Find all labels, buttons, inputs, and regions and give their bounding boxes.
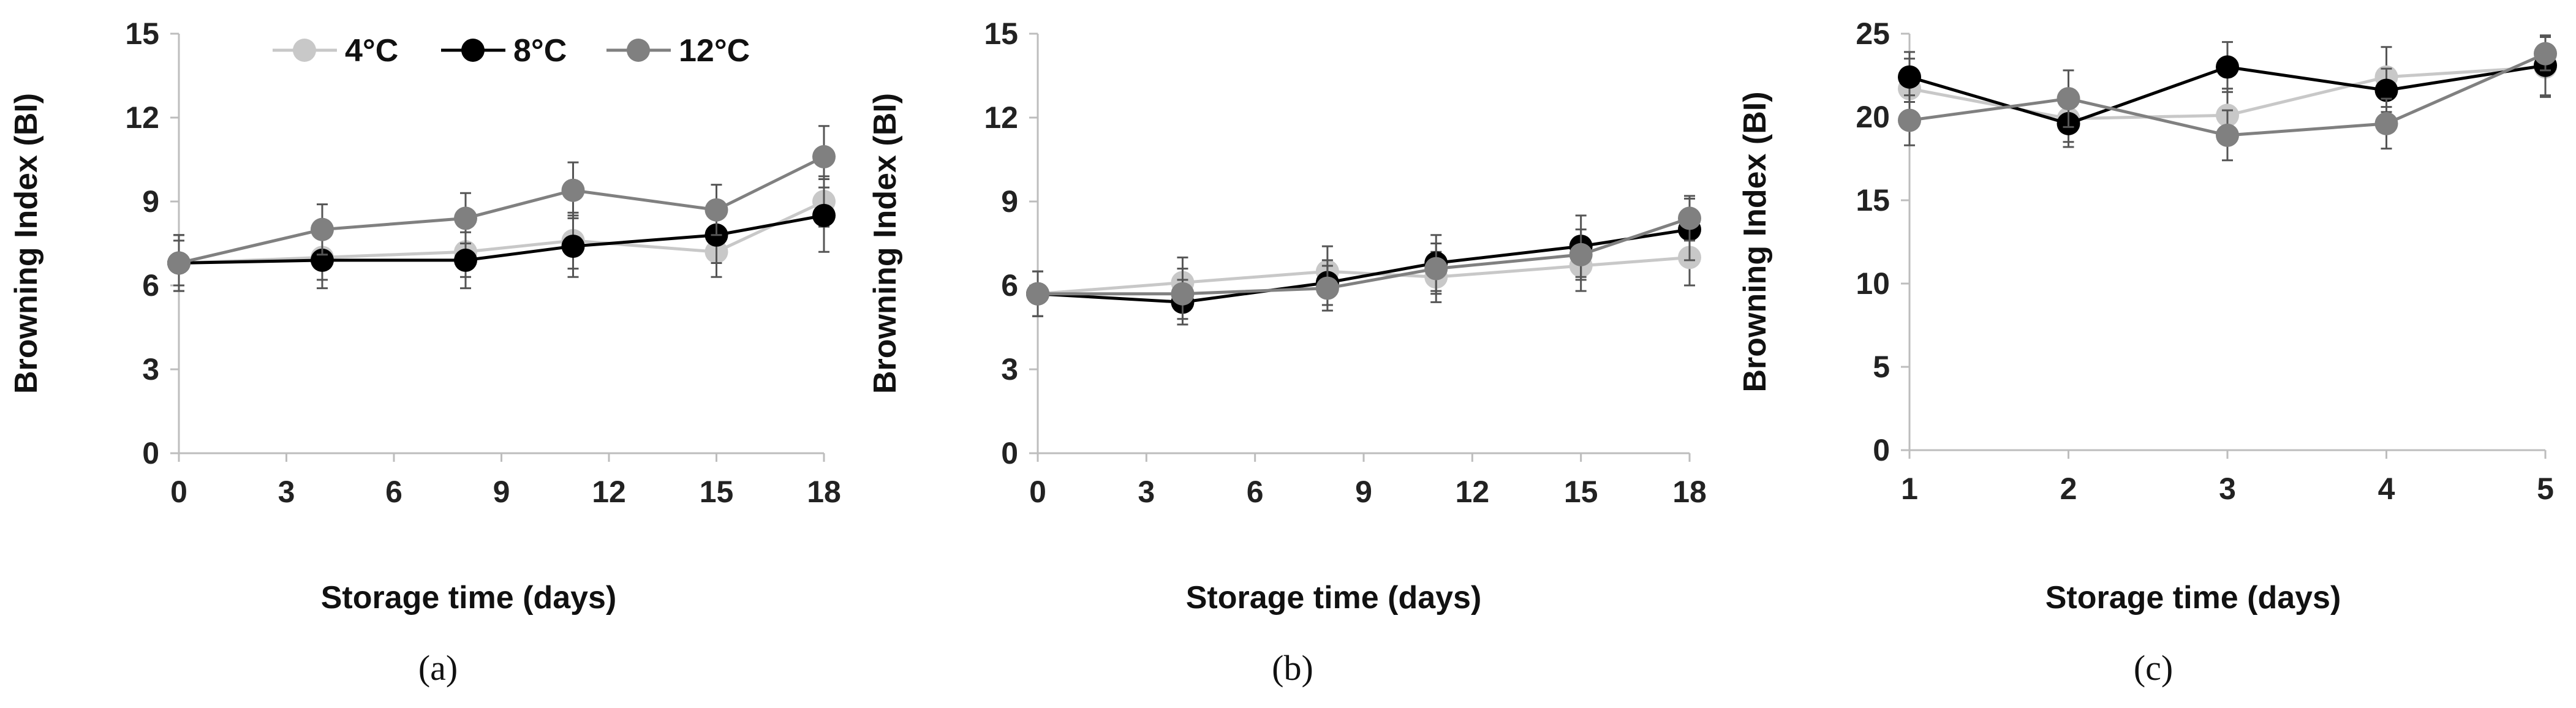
data-point bbox=[812, 145, 836, 168]
legend-marker bbox=[461, 39, 485, 62]
data-point bbox=[561, 178, 585, 202]
chart-panel-1: 0 3 6 9 12 15 0 3 6 9 12 15 18 Storage time (days) Bro… bbox=[9, 17, 841, 688]
x-tick-label: 12 bbox=[592, 475, 626, 509]
data-point bbox=[1171, 282, 1195, 306]
data-point bbox=[454, 248, 477, 272]
y-axis-title: Browning Index (BI) bbox=[867, 93, 903, 394]
data-point bbox=[2057, 87, 2080, 111]
y-tick-label: 0 bbox=[1001, 436, 1018, 470]
series-12°C bbox=[1898, 36, 2557, 162]
y-tick-label: 20 bbox=[1856, 100, 1890, 134]
series-12°C bbox=[1026, 195, 1701, 320]
y-tick-label: 12 bbox=[125, 100, 159, 135]
legend: 4°C 8°C 12°C bbox=[273, 33, 750, 69]
data-point bbox=[1026, 282, 1049, 306]
x-tick-label: 15 bbox=[700, 475, 734, 509]
y-tick-label: 15 bbox=[984, 17, 1018, 51]
series-line bbox=[178, 200, 825, 265]
x-tick-label: 15 bbox=[1564, 475, 1598, 509]
panel-label: (a) bbox=[418, 648, 458, 688]
x-tick-label: 5 bbox=[2537, 472, 2554, 506]
data-point bbox=[1569, 243, 1593, 266]
data-point bbox=[1315, 276, 1339, 300]
y-tick-label: 10 bbox=[1856, 266, 1890, 301]
data-point bbox=[2374, 111, 2398, 135]
y-axis-title: Browning Index (BI) bbox=[1737, 91, 1773, 392]
y-tick-label: 3 bbox=[142, 352, 159, 386]
y-tick-label: 15 bbox=[1856, 183, 1890, 217]
series-line bbox=[178, 155, 825, 265]
y-tick-label: 6 bbox=[142, 268, 159, 303]
x-axis-title: Storage time (days) bbox=[2045, 580, 2341, 616]
x-tick-label: 2 bbox=[2060, 472, 2077, 506]
data-point bbox=[1678, 206, 1701, 230]
series-line bbox=[1038, 217, 1690, 296]
x-tick-label: 9 bbox=[493, 475, 510, 509]
data-point bbox=[704, 198, 728, 222]
data-point bbox=[454, 206, 477, 230]
x-tick-label: 0 bbox=[1029, 475, 1046, 509]
data-point bbox=[167, 251, 191, 275]
series-line bbox=[178, 214, 825, 265]
panel-label: (c) bbox=[2134, 648, 2173, 688]
x-tick-label: 18 bbox=[807, 475, 841, 509]
data-point bbox=[2374, 78, 2398, 102]
legend-label: 4°C bbox=[345, 33, 398, 69]
y-tick-label: 15 bbox=[125, 17, 159, 51]
y-tick-label: 25 bbox=[1856, 17, 1890, 51]
chart-panel-3: 0 5 10 15 20 25 1 2 3 4 5 Storage time (days) Browni… bbox=[1737, 17, 2557, 688]
x-tick-label: 0 bbox=[170, 475, 187, 509]
data-point bbox=[812, 203, 836, 227]
data-point bbox=[2216, 123, 2239, 147]
data-point bbox=[2534, 42, 2557, 66]
y-tick-label: 12 bbox=[984, 100, 1018, 135]
series-12°C bbox=[167, 125, 836, 292]
y-tick-label: 6 bbox=[1001, 268, 1018, 303]
x-tick-label: 18 bbox=[1672, 475, 1707, 509]
data-point bbox=[311, 217, 334, 241]
x-tick-label: 9 bbox=[1355, 475, 1372, 509]
series-line bbox=[1037, 228, 1690, 304]
y-axis-title: Browning Index (BI) bbox=[9, 93, 44, 394]
data-point bbox=[1898, 108, 1921, 132]
x-axis-title: Storage time (days) bbox=[321, 580, 617, 616]
x-tick-label: 1 bbox=[1901, 472, 1918, 506]
chart-panel-2: 0 3 6 9 12 15 0 3 6 9 12 15 18 Storage time (days) Bro… bbox=[867, 17, 1707, 688]
x-tick-label: 3 bbox=[278, 475, 295, 509]
y-tick-label: 3 bbox=[1001, 352, 1018, 386]
legend-marker bbox=[627, 39, 650, 62]
series-8°C bbox=[1026, 197, 1701, 326]
series-8°C bbox=[167, 178, 836, 292]
legend-marker bbox=[293, 39, 316, 62]
data-point bbox=[1898, 65, 1921, 89]
panel-label: (b) bbox=[1272, 648, 1313, 688]
y-tick-label: 9 bbox=[1001, 184, 1018, 219]
x-tick-label: 12 bbox=[1456, 475, 1490, 509]
y-tick-label: 0 bbox=[142, 436, 159, 470]
x-tick-label: 3 bbox=[2219, 472, 2236, 506]
x-tick-label: 6 bbox=[385, 475, 402, 509]
y-tick-label: 9 bbox=[142, 184, 159, 219]
legend-label: 12°C bbox=[679, 33, 750, 69]
x-tick-label: 6 bbox=[1247, 475, 1264, 509]
x-tick-label: 3 bbox=[1138, 475, 1155, 509]
data-point bbox=[2216, 55, 2239, 79]
data-point bbox=[311, 248, 334, 272]
y-tick-label: 5 bbox=[1873, 350, 1890, 384]
legend-label: 8°C bbox=[513, 33, 567, 69]
x-axis-title: Storage time (days) bbox=[1186, 580, 1482, 616]
series-8°C bbox=[1898, 34, 2557, 148]
data-point bbox=[1424, 257, 1448, 281]
y-tick-label: 0 bbox=[1873, 433, 1890, 467]
data-point bbox=[561, 235, 585, 258]
x-tick-label: 4 bbox=[2378, 472, 2395, 506]
